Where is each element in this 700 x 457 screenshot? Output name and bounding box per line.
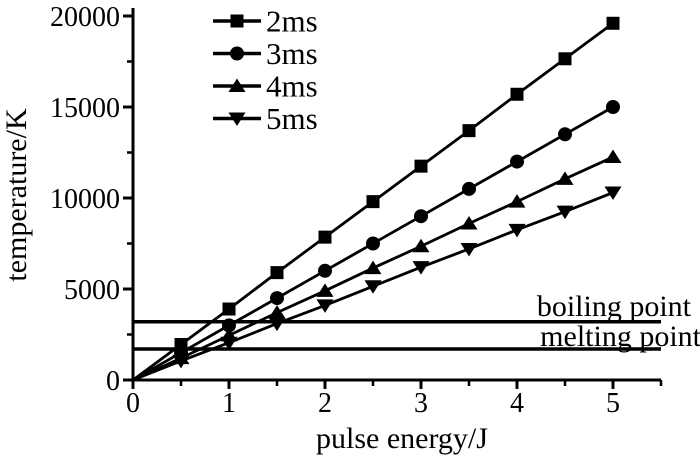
series-marker-4ms — [268, 305, 286, 319]
x-tick-label: 5 — [606, 388, 620, 419]
series-marker-5ms — [508, 223, 526, 238]
series-marker-4ms — [604, 149, 622, 164]
legend-item-5ms: 5ms — [213, 101, 318, 136]
series-marker-4ms — [412, 238, 430, 253]
series-marker-3ms — [558, 127, 572, 142]
annotation-boiling-point: boiling point — [537, 290, 692, 323]
legend-marker-triangle-down-icon — [228, 112, 246, 126]
y-tick-label: 0 — [106, 366, 120, 397]
series-marker-3ms — [414, 209, 428, 224]
x-tick-label: 0 — [126, 388, 140, 419]
axes: 0 5000 10000 15000 20000 0 1 2 3 4 5 — [50, 2, 663, 419]
annotation-melting-point: melting point — [540, 320, 700, 353]
legend-marker-circle-icon — [230, 46, 244, 61]
series-marker-3ms — [510, 154, 524, 169]
series-marker-4ms — [508, 194, 526, 208]
legend-label-3ms: 3ms — [266, 36, 318, 71]
legend-label-4ms: 4ms — [266, 69, 318, 104]
y-tick-label: 15000 — [50, 93, 120, 124]
data-series — [132, 16, 622, 382]
series-marker-2ms — [606, 16, 620, 30]
series-marker-4ms — [364, 260, 382, 275]
series-marker-3ms — [318, 263, 332, 278]
series-marker-5ms — [316, 299, 334, 313]
series-marker-5ms — [604, 186, 622, 201]
series-2ms — [132, 16, 620, 382]
legend-item-3ms: 3ms — [213, 36, 318, 71]
series-marker-2ms — [462, 124, 476, 138]
x-tick-label: 1 — [222, 388, 236, 419]
series-marker-4ms — [556, 171, 574, 185]
series-marker-3ms — [366, 236, 380, 251]
y-tick-label: 20000 — [50, 2, 120, 33]
series-marker-3ms — [270, 291, 284, 306]
y-tick-label: 5000 — [64, 275, 120, 306]
x-tick-label: 3 — [414, 388, 428, 419]
series-marker-5ms — [412, 261, 430, 275]
series-marker-3ms — [222, 318, 236, 333]
x-tick-label: 4 — [510, 388, 524, 419]
series-marker-2ms — [318, 230, 332, 244]
legend-label-2ms: 2ms — [266, 4, 318, 39]
series-marker-4ms — [316, 283, 334, 297]
series-marker-2ms — [222, 302, 236, 316]
series-marker-3ms — [462, 181, 476, 196]
series-marker-5ms — [364, 280, 382, 294]
series-4ms — [132, 149, 622, 382]
series-marker-5ms — [268, 317, 286, 332]
x-axis-title: pulse energy/J — [316, 422, 488, 455]
series-3ms — [132, 100, 620, 382]
y-tick-label: 10000 — [50, 184, 120, 215]
series-marker-5ms — [556, 205, 574, 220]
x-tick-label: 2 — [318, 388, 332, 419]
series-marker-2ms — [558, 52, 572, 66]
legend-label-5ms: 5ms — [266, 101, 318, 136]
series-marker-5ms — [220, 336, 238, 351]
y-axis-title: temperature/K — [0, 108, 33, 282]
reference-lines — [133, 320, 661, 351]
series-marker-3ms — [606, 100, 620, 114]
legend-item-2ms: 2ms — [213, 4, 318, 39]
series-marker-5ms — [460, 242, 478, 257]
series-marker-5ms — [172, 354, 190, 369]
series-5ms — [132, 186, 622, 382]
series-marker-4ms — [460, 215, 478, 230]
series-marker-2ms — [270, 266, 284, 280]
series-marker-2ms — [366, 195, 380, 209]
legend-marker-triangle-up-icon — [228, 78, 246, 92]
legend-item-4ms: 4ms — [213, 69, 318, 104]
series-marker-2ms — [414, 159, 428, 173]
series-marker-2ms — [510, 87, 524, 101]
legend-marker-square-icon — [230, 14, 244, 28]
